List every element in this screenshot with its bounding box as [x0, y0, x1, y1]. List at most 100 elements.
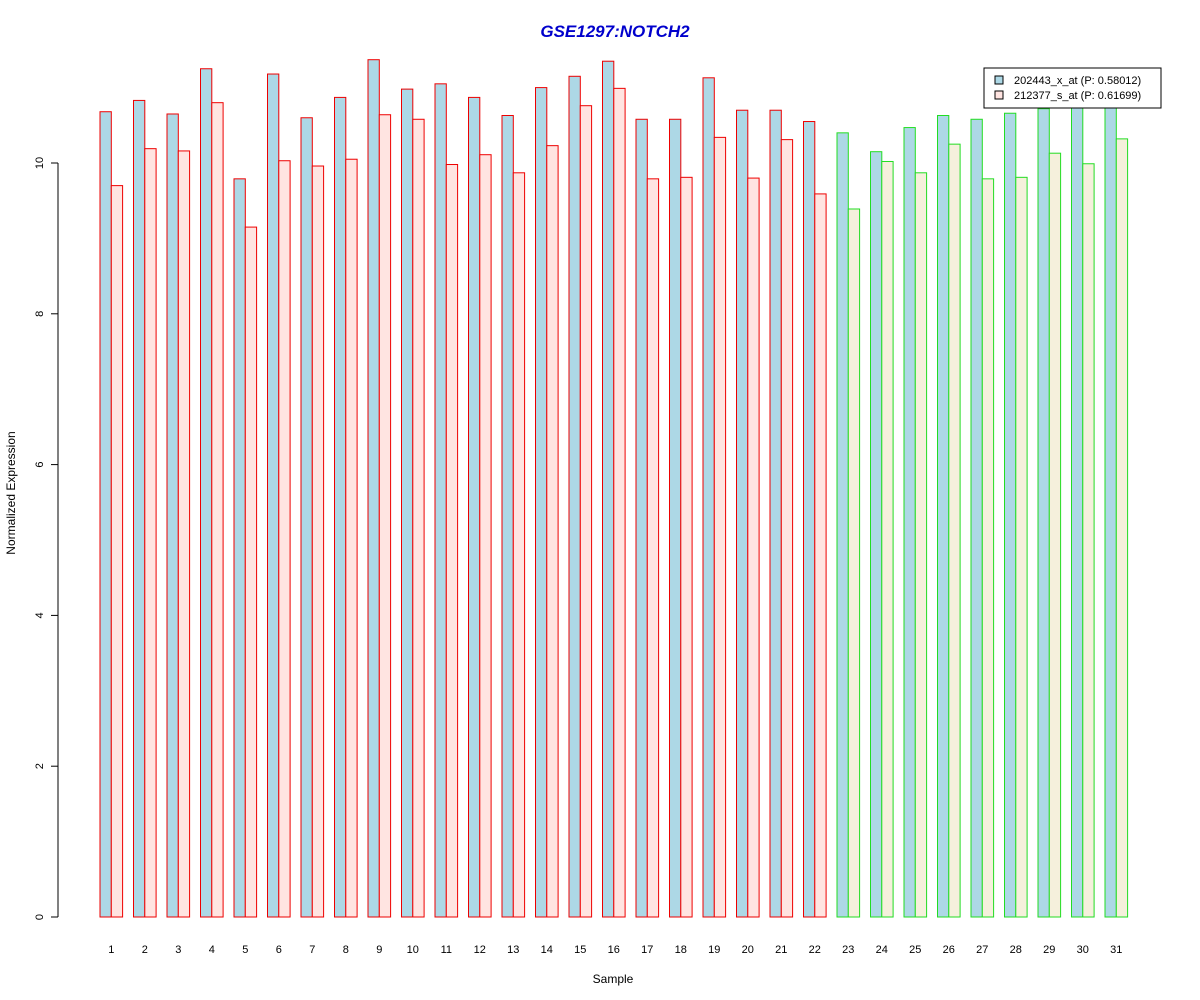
- bar-212377-s-at: [479, 154, 492, 918]
- bar-212377-s-at: [311, 165, 325, 918]
- y-tick-label: 8: [34, 311, 46, 317]
- legend-box: [983, 67, 1162, 109]
- x-tick-label: 19: [708, 944, 720, 956]
- bar-202443-x-at: [401, 88, 414, 918]
- bar-212377-s-at: [814, 193, 827, 918]
- bar-202443-x-at: [501, 114, 514, 918]
- bar-202443-x-at: [736, 109, 749, 918]
- x-tick-label: 10: [407, 944, 419, 956]
- bar-202443-x-at: [99, 111, 112, 918]
- bar-212377-s-at: [110, 185, 124, 918]
- bar-212377-s-at: [747, 177, 760, 918]
- bar-202443-x-at: [769, 109, 782, 918]
- bar-212377-s-at: [881, 160, 894, 918]
- bar-212377-s-at: [546, 145, 559, 918]
- bar-202443-x-at: [367, 59, 380, 918]
- bar-202443-x-at: [702, 77, 715, 918]
- bar-212377-s-at: [914, 172, 928, 918]
- x-tick-label: 17: [641, 944, 653, 956]
- x-tick-label: 13: [507, 944, 519, 956]
- x-tick-label: 29: [1043, 944, 1055, 956]
- legend-swatch-1: [994, 75, 1004, 85]
- y-tick-label: 10: [34, 157, 46, 169]
- bars: [99, 59, 1129, 918]
- x-tick-label: 14: [541, 944, 553, 956]
- bar-202443-x-at: [1004, 112, 1017, 918]
- bar-212377-s-at: [1048, 152, 1062, 918]
- bar-202443-x-at: [300, 117, 313, 918]
- x-tick-label: 21: [775, 944, 787, 956]
- bar-212377-s-at: [579, 105, 593, 918]
- bar-212377-s-at: [512, 172, 526, 918]
- bar-202443-x-at: [434, 83, 447, 918]
- bar-202443-x-at: [166, 113, 179, 918]
- bar-202443-x-at: [602, 60, 615, 918]
- bar-212377-s-at: [412, 118, 425, 918]
- legend-label-2: 212377_s_at (P: 0.61699): [1014, 90, 1141, 102]
- bar-202443-x-at: [903, 127, 916, 918]
- x-tick-label: 2: [142, 944, 148, 956]
- bar-212377-s-at: [1082, 163, 1095, 918]
- bar-212377-s-at: [981, 178, 995, 918]
- x-tick-label: 23: [842, 944, 854, 956]
- bar-202443-x-at: [200, 68, 213, 918]
- x-tick-label: 12: [474, 944, 486, 956]
- bar-212377-s-at: [613, 87, 626, 918]
- x-tick-label: 24: [876, 944, 888, 956]
- x-tick-label: 7: [309, 944, 315, 956]
- legend-label-1: 202443_x_at (P: 0.58012): [1014, 75, 1141, 87]
- bar-212377-s-at: [278, 160, 291, 918]
- bar-212377-s-at: [646, 178, 660, 918]
- bar-202443-x-at: [937, 114, 950, 918]
- y-tick-label: 4: [34, 612, 46, 618]
- bar-212377-s-at: [948, 143, 961, 918]
- bar-212377-s-at: [780, 139, 794, 918]
- bar-202443-x-at: [836, 132, 849, 918]
- bar-202443-x-at: [1071, 105, 1084, 918]
- x-tick-label: 26: [943, 944, 955, 956]
- x-tick-label: 15: [574, 944, 586, 956]
- bar-202443-x-at: [334, 96, 347, 918]
- x-tick-label: 28: [1010, 944, 1022, 956]
- bar-202443-x-at: [1037, 108, 1050, 918]
- bar-202443-x-at: [468, 96, 481, 918]
- x-tick-labels: 1 2 3 4 5 6 7 8 9 10 11 12 13 14 15 16 17 18 19 20 21 22 23 24 2…: [108, 944, 1122, 956]
- bar-202443-x-at: [267, 73, 280, 918]
- y-tick-label: 0: [34, 914, 46, 920]
- bar-202443-x-at: [635, 118, 648, 918]
- bar-202443-x-at: [133, 99, 146, 918]
- bar-202443-x-at: [803, 121, 816, 918]
- x-tick-label: 31: [1110, 944, 1122, 956]
- bar-212377-s-at: [680, 176, 693, 918]
- x-tick-label: 5: [242, 944, 248, 956]
- bar-212377-s-at: [445, 164, 459, 918]
- y-axis-title: Normalized Expression: [4, 431, 18, 554]
- x-tick-label: 18: [675, 944, 687, 956]
- x-tick-label: 8: [343, 944, 349, 956]
- x-tick-label: 25: [909, 944, 921, 956]
- bar-212377-s-at: [244, 226, 258, 918]
- x-tick-label: 9: [376, 944, 382, 956]
- bar-212377-s-at: [378, 114, 392, 918]
- chart-title: GSE1297:NOTCH2: [540, 22, 690, 41]
- legend-swatch-2: [994, 90, 1004, 100]
- bar-202443-x-at: [1104, 100, 1117, 918]
- x-tick-label: 3: [175, 944, 181, 956]
- bar-202443-x-at: [970, 118, 983, 918]
- bar-202443-x-at: [535, 87, 548, 918]
- bar-212377-s-at: [144, 148, 157, 918]
- bar-202443-x-at: [669, 118, 682, 918]
- bar-202443-x-at: [233, 178, 246, 918]
- bar-212377-s-at: [1115, 138, 1129, 918]
- x-tick-label: 20: [742, 944, 754, 956]
- bar-202443-x-at: [568, 75, 581, 918]
- x-axis-title: Sample: [593, 972, 634, 986]
- x-tick-label: 16: [608, 944, 620, 956]
- x-tick-label: 22: [809, 944, 821, 956]
- x-tick-label: 6: [276, 944, 282, 956]
- x-tick-label: 11: [441, 944, 452, 956]
- legend: 202443_x_at (P: 0.58012) 212377_s_at (P:…: [983, 67, 1162, 109]
- y-axis: 0 2 4 6 8 10: [34, 157, 59, 920]
- bar-212377-s-at: [211, 102, 224, 918]
- x-tick-label: 1: [108, 944, 114, 956]
